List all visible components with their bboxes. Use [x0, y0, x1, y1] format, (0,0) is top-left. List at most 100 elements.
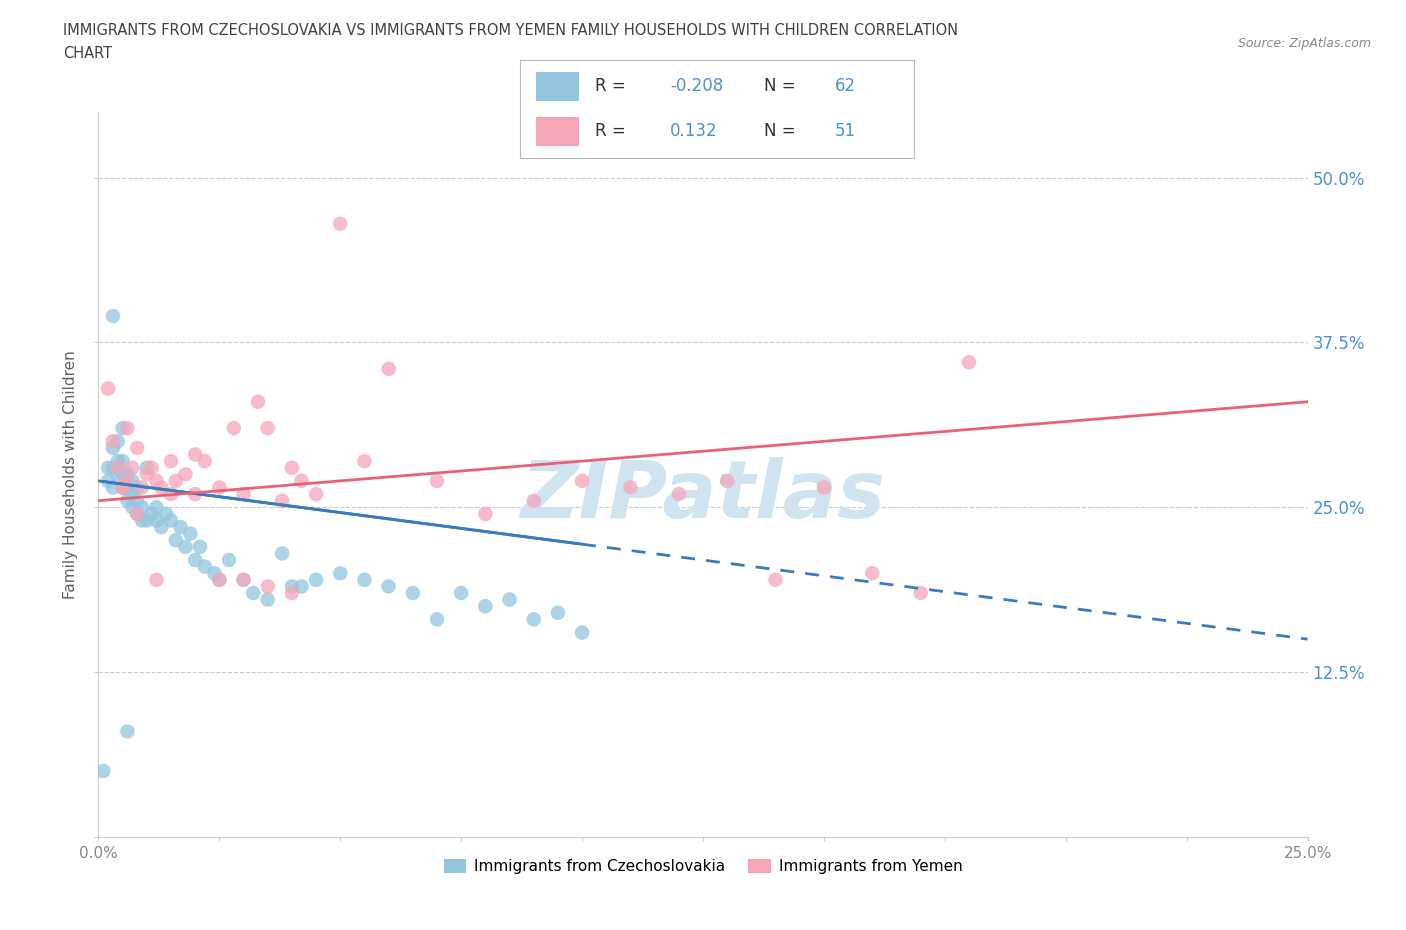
Point [271, 493, 294, 508]
Point [117, 493, 139, 508]
Point [135, 460, 157, 475]
Point [165, 473, 187, 488]
Point [131, 499, 153, 514]
Point [145, 499, 167, 514]
Point [150, 480, 173, 495]
Point [145, 572, 167, 587]
Point [117, 480, 139, 495]
Point [107, 460, 129, 475]
Point [179, 526, 201, 541]
Point [135, 467, 157, 482]
Point [141, 507, 163, 522]
Point [117, 724, 139, 739]
Point [127, 507, 149, 522]
Point [121, 486, 143, 501]
Point [131, 480, 153, 495]
Point [117, 467, 139, 482]
Point [150, 520, 173, 535]
Point [377, 362, 399, 377]
Point [619, 480, 641, 495]
Point [135, 513, 157, 528]
Text: N =: N = [765, 77, 796, 95]
Text: 62: 62 [835, 77, 856, 95]
Point [547, 605, 569, 620]
Point [305, 572, 328, 587]
Point [117, 473, 139, 488]
Point [174, 467, 197, 482]
Point [127, 441, 149, 456]
Point [765, 572, 787, 587]
Point [117, 420, 139, 435]
Point [571, 625, 593, 640]
Point [188, 539, 211, 554]
Point [97, 460, 120, 475]
Legend: Immigrants from Czechoslovakia, Immigrants from Yemen: Immigrants from Czechoslovakia, Immigran… [437, 853, 969, 880]
Point [184, 552, 207, 567]
Point [121, 473, 143, 488]
Bar [536, 117, 579, 146]
Text: N =: N = [765, 122, 796, 140]
Point [208, 480, 231, 495]
Point [127, 480, 149, 495]
Text: 0.132: 0.132 [669, 122, 717, 140]
Point [111, 467, 134, 482]
Point [402, 586, 425, 601]
Text: IMMIGRANTS FROM CZECHOSLOVAKIA VS IMMIGRANTS FROM YEMEN FAMILY HOUSEHOLDS WITH C: IMMIGRANTS FROM CZECHOSLOVAKIA VS IMMIGR… [63, 23, 959, 38]
Point [523, 493, 546, 508]
Text: CHART: CHART [63, 46, 112, 61]
Point [957, 354, 980, 369]
Point [107, 454, 129, 469]
Point [141, 460, 163, 475]
Point [127, 507, 149, 522]
Point [218, 552, 240, 567]
Point [281, 586, 304, 601]
Point [174, 539, 197, 554]
Point [131, 513, 153, 528]
Text: Source: ZipAtlas.com: Source: ZipAtlas.com [1237, 37, 1371, 50]
Point [523, 612, 546, 627]
Point [716, 473, 738, 488]
Point [377, 579, 399, 594]
Point [97, 381, 120, 396]
Point [247, 394, 270, 409]
Point [111, 480, 134, 495]
Point [101, 460, 124, 475]
Point [450, 586, 472, 601]
Point [155, 507, 177, 522]
Point [111, 454, 134, 469]
Point [101, 480, 124, 495]
Point [910, 586, 932, 601]
Point [194, 559, 217, 574]
Point [860, 565, 883, 580]
Point [474, 507, 496, 522]
Point [353, 572, 375, 587]
Point [329, 565, 352, 580]
Point [281, 579, 304, 594]
Point [271, 546, 294, 561]
Y-axis label: Family Households with Children: Family Households with Children [63, 350, 79, 599]
Point [121, 460, 143, 475]
Point [498, 592, 520, 607]
Point [145, 513, 167, 528]
Bar [536, 73, 579, 101]
Point [474, 599, 496, 614]
Point [256, 579, 278, 594]
Point [101, 441, 124, 456]
Point [127, 493, 149, 508]
Point [165, 533, 187, 548]
Point [184, 447, 207, 462]
Point [91, 764, 114, 778]
Point [222, 420, 245, 435]
Point [232, 572, 254, 587]
Point [208, 572, 231, 587]
Point [184, 486, 207, 501]
Point [426, 473, 449, 488]
Point [97, 473, 120, 488]
Point [111, 480, 134, 495]
Point [281, 460, 304, 475]
Point [160, 454, 183, 469]
Point [101, 309, 124, 324]
Point [101, 434, 124, 449]
Text: R =: R = [595, 77, 626, 95]
Point [256, 592, 278, 607]
